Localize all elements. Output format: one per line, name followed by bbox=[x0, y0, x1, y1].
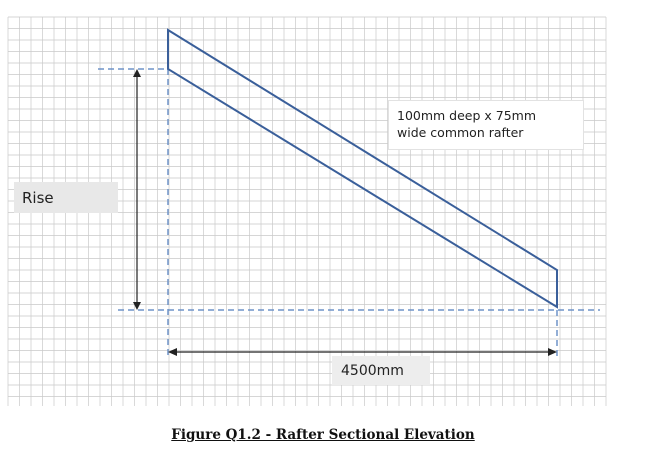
rise-label: Rise bbox=[14, 182, 118, 213]
background-grid bbox=[7, 16, 607, 406]
span-dimension-arrow bbox=[168, 348, 557, 356]
reference-lines bbox=[98, 68, 600, 358]
rafter-description-note: 100mm deep x 75mm wide common rafter bbox=[388, 100, 584, 150]
figure-caption: Figure Q1.2 - Rafter Sectional Elevation bbox=[171, 427, 475, 443]
rafter-note-line-1: 100mm deep x 75mm bbox=[397, 108, 537, 123]
rafter-note-line-2: wide common rafter bbox=[397, 125, 524, 140]
span-dimension-label: 4500mm bbox=[332, 356, 430, 385]
rise-dimension-arrow bbox=[133, 69, 141, 310]
rafter-outline bbox=[167, 28, 558, 309]
